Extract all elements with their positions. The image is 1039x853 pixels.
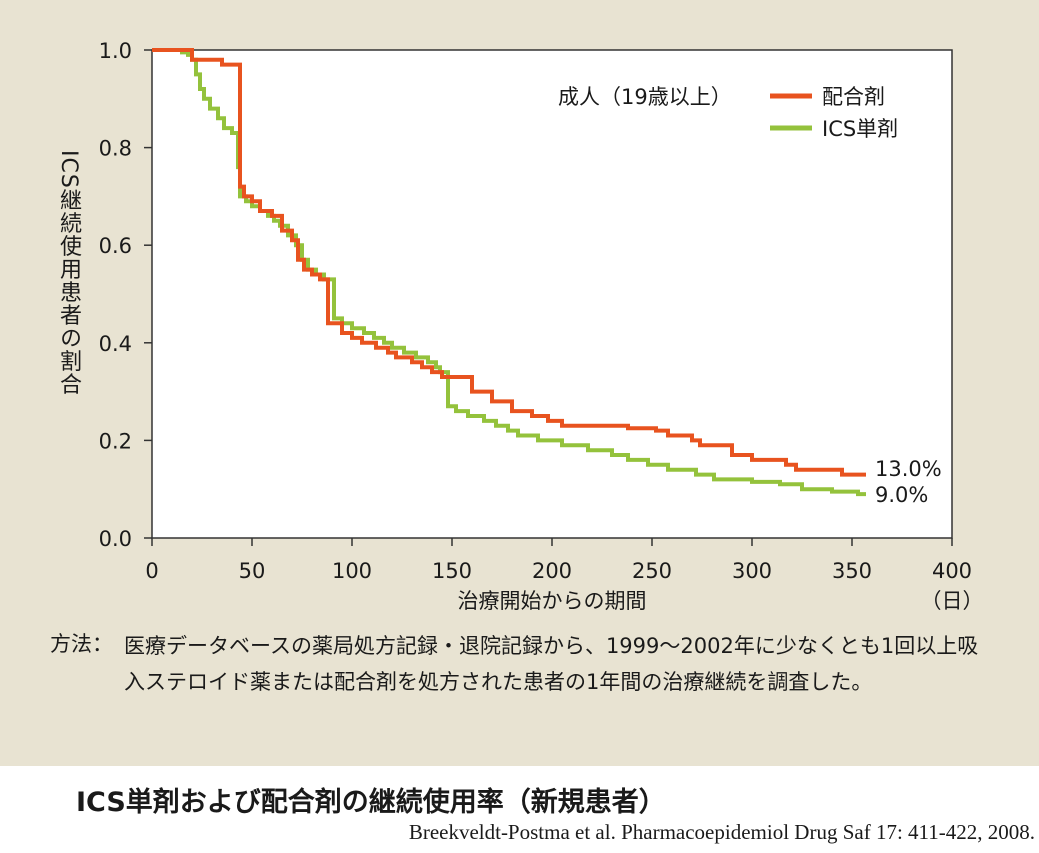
series-lines (152, 48, 866, 497)
x-tick-label: 0 (145, 559, 158, 583)
y-tick-label: 0.2 (99, 429, 132, 453)
method-label: 方法： (50, 632, 113, 656)
x-tick-label: 300 (732, 559, 772, 583)
x-axis-label: 治療開始からの期間 (458, 589, 647, 613)
legend-label-ics: ICS単剤 (822, 117, 898, 141)
method-text: 医療データベースの薬局処方記録・退院記録から、1999～2002年に少なくとも1… (124, 634, 979, 694)
series-line-ics (152, 48, 866, 497)
axis-ticks: 0 50 100 150 200 250 300 350 400 0.0 0.2 0.4 0.6 0.8 1… (99, 39, 972, 583)
y-tick-label: 0.4 (99, 332, 132, 356)
legend-label-combination: 配合剤 (822, 85, 885, 109)
y-tick-label: 1.0 (99, 39, 132, 63)
y-axis-label: ICS継続使用患者の割合 (56, 150, 81, 396)
figure-title: ICS単剤および配合剤の継続使用率（新規患者） (76, 787, 666, 818)
survival-chart: 0 50 100 150 200 250 300 350 400 0.0 0.2 0.4 0.6 0.8 1… (99, 39, 984, 613)
x-tick-label: 50 (239, 559, 266, 583)
legend-subtitle: 成人（19歳以上） (558, 85, 732, 109)
end-label-ics: 9.0% (875, 483, 928, 507)
x-tick-label: 150 (432, 559, 472, 583)
figure-source: Breekveldt-Postma et al. Pharmacoepidemi… (408, 820, 1035, 844)
series-line-combination (152, 48, 866, 477)
x-axis-unit: （日） (921, 589, 984, 613)
legend: 成人（19歳以上） 配合剤 ICS単剤 (558, 85, 898, 141)
y-tick-label: 0.8 (99, 137, 132, 161)
y-tick-label: 0.0 (99, 527, 132, 551)
x-tick-label: 400 (932, 559, 972, 583)
plot-area (151, 49, 953, 539)
x-tick-label: 100 (332, 559, 372, 583)
x-tick-label: 200 (532, 559, 572, 583)
y-tick-label: 0.6 (99, 234, 132, 258)
end-label-combination: 13.0% (875, 457, 942, 481)
x-tick-label: 350 (832, 559, 872, 583)
x-tick-label: 250 (632, 559, 672, 583)
